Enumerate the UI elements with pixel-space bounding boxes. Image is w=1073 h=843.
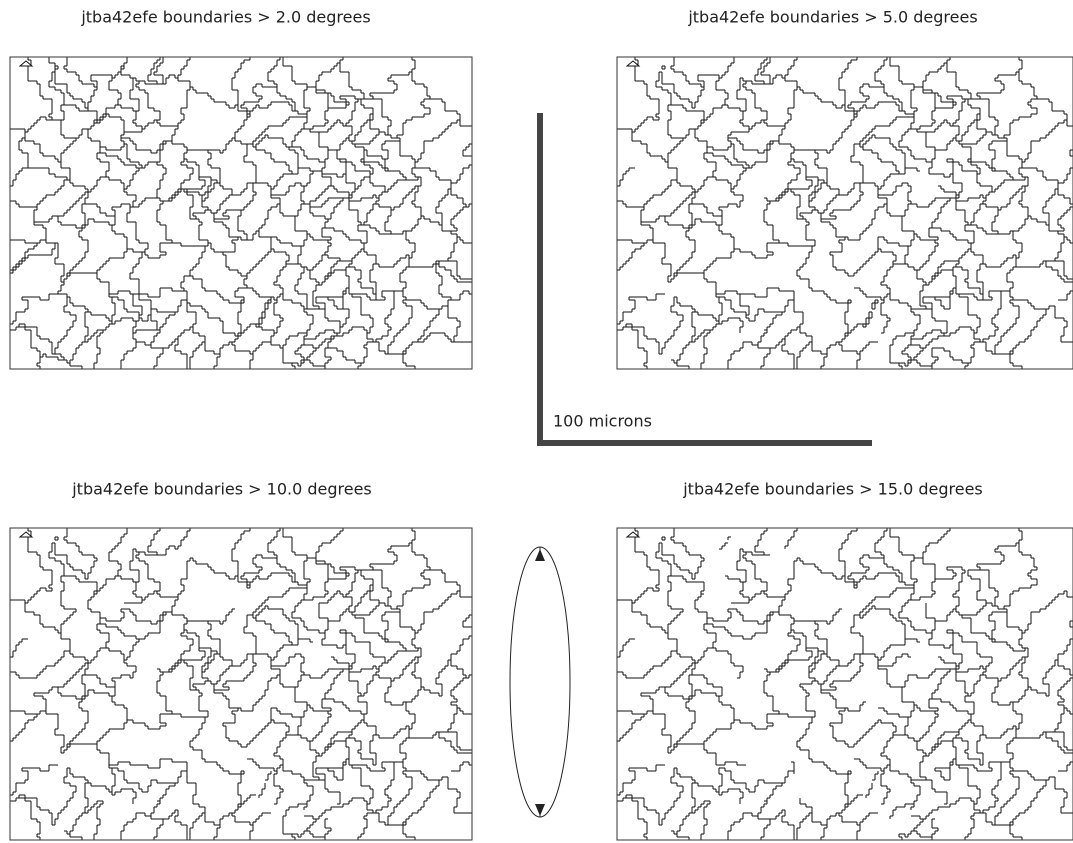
map-icon <box>627 532 639 537</box>
panel-title: jtba42efe boundaries > 5.0 degrees <box>687 8 977 27</box>
panel-title: jtba42efe boundaries > 10.0 degrees <box>71 480 372 499</box>
ellipse-icon <box>510 547 570 817</box>
panel-title: jtba42efe boundaries > 2.0 degrees <box>80 8 370 27</box>
map-frame <box>10 528 472 840</box>
grain-boundaries <box>10 57 472 369</box>
scale-bar <box>540 113 872 443</box>
arrow-head <box>535 549 545 561</box>
panel-title: jtba42efe boundaries > 15.0 degrees <box>682 480 983 499</box>
grain-boundaries <box>10 528 472 840</box>
map-icon <box>627 61 639 66</box>
map-icon <box>20 532 32 537</box>
map-icon <box>20 61 32 66</box>
grain-boundaries <box>617 528 1073 840</box>
arrow-head <box>535 804 545 816</box>
figure: jtba42efe boundaries > 2.0 degrees jtba4… <box>0 0 1073 843</box>
grain-boundaries <box>617 57 1073 369</box>
page: jtba42efe boundaries > 2.0 degrees jtba4… <box>0 0 1073 843</box>
scale-bar-label: 100 microns <box>553 412 652 431</box>
